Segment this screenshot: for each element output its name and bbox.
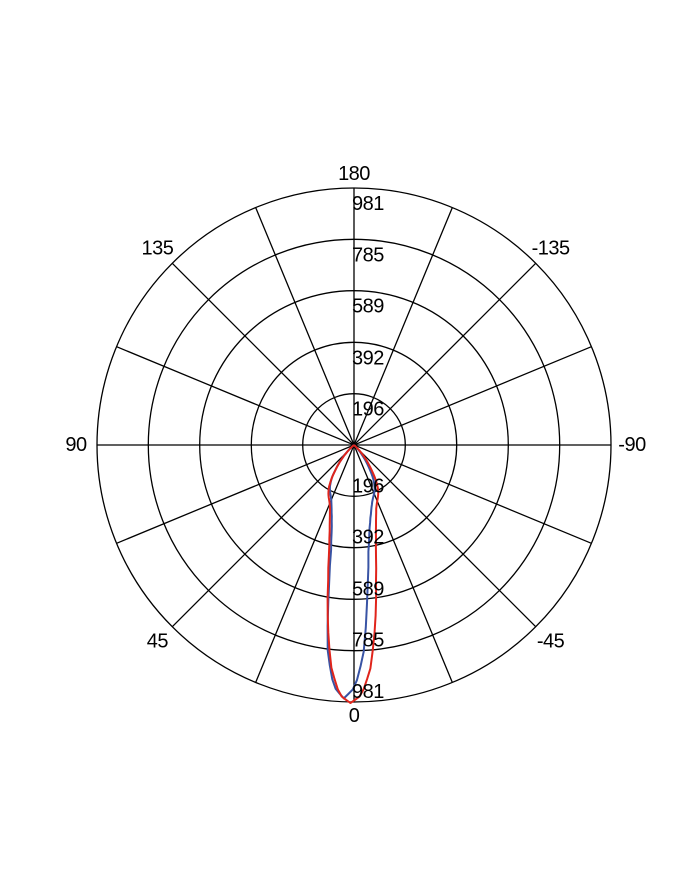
radial-tick-label-top: 981 <box>352 193 384 215</box>
radial-tick-label-bottom: 589 <box>352 578 384 600</box>
angle-label--135: -135 <box>532 237 570 259</box>
angle-label-180: 180 <box>338 163 370 185</box>
radial-tick-label-top: 392 <box>352 347 384 369</box>
angle-label--45: -45 <box>537 631 565 653</box>
radial-tick-label-bottom: 196 <box>352 475 384 497</box>
angle-label--90: -90 <box>618 434 646 456</box>
angle-label-0: 0 <box>349 705 360 727</box>
angle-label-45: 45 <box>147 631 169 653</box>
radial-tick-label-top: 589 <box>352 296 384 318</box>
angle-label-90: 90 <box>65 434 87 456</box>
angle-label-135: 135 <box>141 237 173 259</box>
radial-tick-label-top: 196 <box>352 399 384 421</box>
radial-tick-label-bottom: 392 <box>352 527 384 549</box>
curve-red <box>326 444 380 704</box>
radial-tick-label-bottom: 785 <box>352 630 384 652</box>
radial-tick-label-top: 785 <box>352 244 384 266</box>
radial-tick-label-bottom: 981 <box>352 681 384 703</box>
